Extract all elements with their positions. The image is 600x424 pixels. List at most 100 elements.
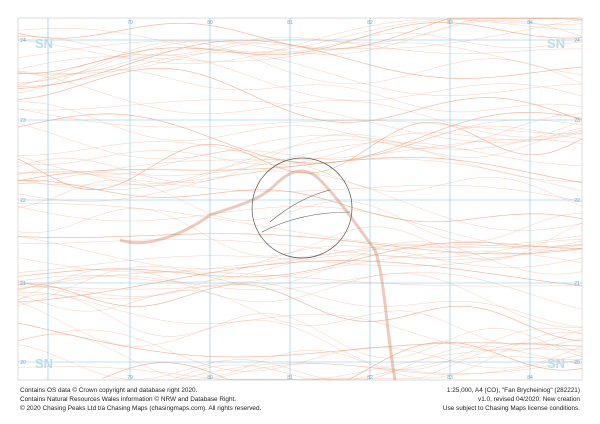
contour [17,260,583,303]
footer-left: Contains OS data © Crown copyright and d… [20,386,261,413]
grid-label: 80 [207,375,213,381]
grid-label: 23 [20,118,26,124]
square-label: SN [35,356,53,371]
grid-label: 84 [527,20,533,26]
contour [17,348,583,380]
contour [17,179,583,242]
contour [17,32,583,76]
contour [17,22,583,75]
contour [17,69,583,113]
cwm-circle [251,157,353,259]
grid-label: 81 [287,20,293,26]
contour [17,241,583,278]
contour [17,42,583,75]
contour [17,322,583,358]
grid-label: 79 [127,20,133,26]
contour [17,121,583,160]
contour [173,342,583,379]
grid-label: 20 [20,360,26,366]
footer-text: Contains Natural Resources Wales informa… [20,396,237,403]
ridge [119,169,397,381]
contour [17,272,583,310]
contour [17,301,583,370]
contour [17,141,583,176]
grid-label: 82 [367,375,373,381]
footer-text: v1.0, revised 04/2020: New creation [478,396,580,403]
footer-text: 1:25,000, A4 (CO), "Fan Brycheiniog" (28… [446,387,580,394]
contour [17,268,583,328]
contour [215,354,583,379]
square-label: SN [547,356,565,371]
contour [17,52,583,96]
contour [17,251,583,290]
grid-label: 22 [574,198,580,204]
grid-label: 20 [574,360,580,366]
grid-label: 23 [574,118,580,124]
grid: 79 79 80 80 81 81 82 82 83 83 84 84 24 24 23 23 22 22 21 21… [18,18,582,381]
grid-label: 82 [367,20,373,26]
contour [17,332,583,380]
contour [17,54,583,101]
contour [17,111,583,164]
contour [17,125,583,176]
grid-label: 24 [574,38,580,44]
grid-label: 24 [20,38,26,44]
grid-label: 21 [574,281,580,287]
contour [353,356,583,380]
grid-label: 83 [447,20,453,26]
contour [17,139,583,185]
contour [17,72,583,138]
contour [17,241,583,306]
contour [18,239,583,260]
contour [17,157,583,183]
contour [18,119,583,163]
contour [179,358,583,380]
square-label: SN [35,36,53,51]
grid-label: 22 [20,198,26,204]
contour [17,17,583,56]
contour [17,180,583,223]
contour [17,41,583,94]
contour [17,329,583,372]
contour [17,236,583,270]
contour [17,206,583,251]
map-frame [17,17,583,381]
contour [17,67,583,123]
contour [17,281,583,328]
grid-label: 80 [207,20,213,26]
contour [17,240,583,273]
contours [17,17,583,381]
contour [17,108,583,135]
contour [17,127,583,183]
grid-label: 81 [287,375,293,381]
grid-label: 21 [20,281,26,287]
contour [17,233,583,255]
path-line [261,189,351,233]
contour [17,39,583,74]
contour [17,344,583,380]
contour [17,244,583,273]
footer-text: Contains OS data © Crown copyright and d… [20,387,198,394]
contour [17,293,583,359]
grid-label: 79 [127,375,133,381]
contour [17,245,583,300]
contour [17,172,583,202]
contour [17,19,583,83]
grid-label: 83 [447,375,453,381]
contour [17,18,583,58]
contour [17,121,583,190]
contour [17,203,583,247]
footer-text: Use subject to Chasing Maps license cond… [442,405,580,412]
contour [17,17,583,50]
contour [17,158,583,192]
footer-text: © 2020 Chasing Peaks Ltd t/a Chasing Map… [20,405,262,412]
footer-right: 1:25,000, A4 (CO), "Fan Brycheiniog" (28… [443,386,580,413]
contour [17,283,583,342]
contour [17,130,583,165]
contour [17,19,583,64]
contour [17,239,582,283]
square-label: SN [547,36,565,51]
grid-label: 84 [527,375,533,381]
